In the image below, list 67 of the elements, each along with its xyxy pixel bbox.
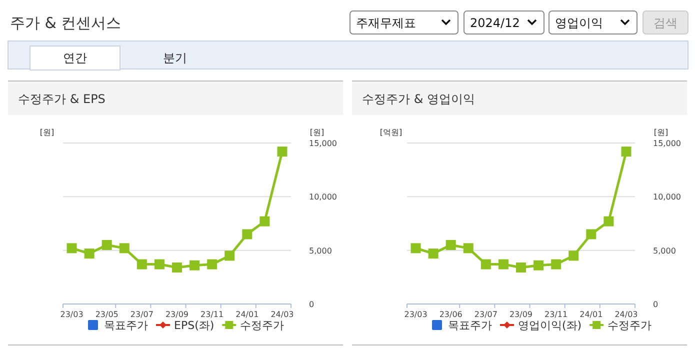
point xyxy=(446,240,456,250)
y2-axis-title: [원] xyxy=(310,128,324,137)
point xyxy=(516,262,526,273)
point xyxy=(119,243,130,254)
x-tick-label: 23/03 xyxy=(404,310,428,319)
point xyxy=(604,216,614,226)
point xyxy=(154,259,164,270)
legend-label: 목표주가 xyxy=(448,319,492,332)
point xyxy=(534,260,544,270)
legend-label: 영업이익(좌) xyxy=(518,319,582,332)
text: 연간 xyxy=(63,51,87,65)
point xyxy=(172,262,182,273)
y2-tick-label: 15,000 xyxy=(653,139,681,148)
point xyxy=(136,259,147,270)
y2-tick-label: 10,000 xyxy=(309,192,337,202)
text: 주가 & 컨센서스 xyxy=(10,14,122,32)
point xyxy=(480,259,491,270)
legend-label: 수정주가 xyxy=(240,319,284,332)
point xyxy=(410,243,421,254)
x-tick-label: 23/11 xyxy=(200,310,224,319)
point xyxy=(260,216,270,226)
point xyxy=(84,248,94,259)
point xyxy=(551,259,562,270)
x-tick-label: 23/06 xyxy=(439,310,462,319)
y2-tick-label: 0 xyxy=(309,300,314,309)
x-tick-label: 23/07 xyxy=(474,310,498,319)
point xyxy=(207,259,218,270)
x-tick-label: 23/05 xyxy=(95,310,118,319)
x-tick-label: 23/09 xyxy=(509,310,533,319)
chart-title: 수정주가 & EPS xyxy=(18,92,106,106)
y-axis-title: [억원] xyxy=(380,128,402,137)
legend-label: EPS(좌) xyxy=(174,319,214,332)
y-axis-title: [원] xyxy=(40,128,54,137)
point xyxy=(428,248,438,259)
text: 분기 xyxy=(163,51,187,65)
y2-axis-title: [원] xyxy=(654,128,668,137)
point xyxy=(242,229,252,240)
x-tick-label: 24/03 xyxy=(270,310,294,319)
legend-label: 목표주가 xyxy=(104,319,148,332)
point xyxy=(277,146,288,157)
text: 2024/12 xyxy=(470,16,520,30)
x-tick-label: 23/11 xyxy=(544,310,568,319)
point xyxy=(224,250,235,261)
y2-tick-label: 15,000 xyxy=(309,139,337,148)
y2-tick-label: 10,000 xyxy=(653,192,681,202)
point xyxy=(102,240,112,250)
text: 주재무제표 xyxy=(356,16,416,30)
x-tick-label: 24/01 xyxy=(580,310,603,319)
x-tick-label: 24/01 xyxy=(236,310,259,319)
point xyxy=(463,243,474,254)
chart-title: 수정주가 & 영업이익 xyxy=(362,92,475,106)
text: 검색 xyxy=(654,16,678,30)
y2-tick-label: 0 xyxy=(653,300,658,309)
x-tick-label: 23/03 xyxy=(60,310,84,319)
y2-tick-label: 5,000 xyxy=(309,246,332,256)
y2-tick-label: 5,000 xyxy=(653,246,676,256)
point xyxy=(586,229,596,240)
point xyxy=(190,260,200,270)
x-tick-label: 23/07 xyxy=(130,310,154,319)
point xyxy=(66,243,77,254)
point xyxy=(568,250,579,261)
point xyxy=(498,259,508,270)
x-tick-label: 24/03 xyxy=(614,310,638,319)
legend-label: 수정주가 xyxy=(608,319,652,332)
x-tick-label: 23/09 xyxy=(165,310,189,319)
point xyxy=(621,146,632,157)
text: 영업이익 xyxy=(555,16,603,30)
